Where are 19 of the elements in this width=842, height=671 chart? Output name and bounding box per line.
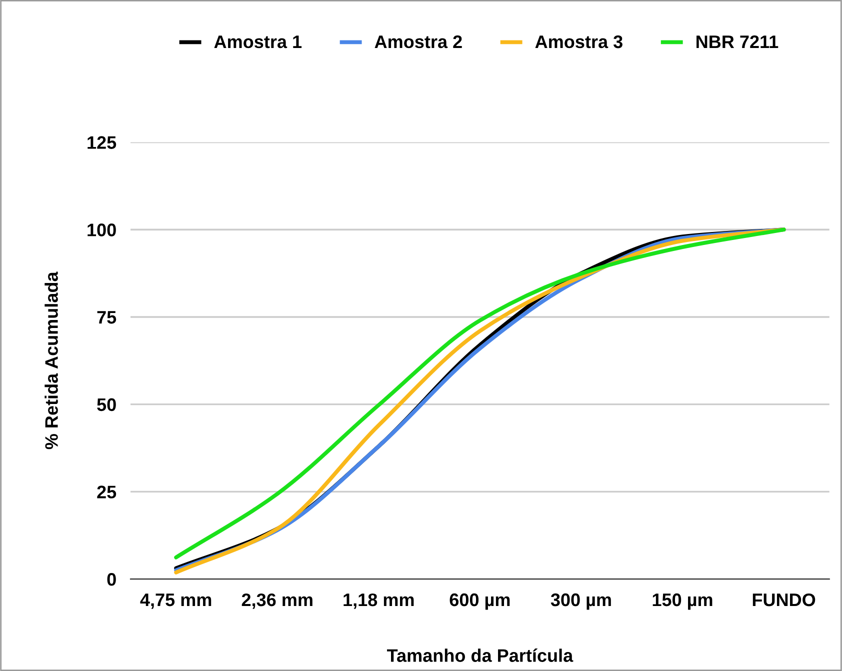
y-tick-label: 50 — [97, 398, 116, 412]
x-tick-label: 1,18 mm — [344, 593, 414, 609]
y-tick-label: 125 — [88, 136, 116, 149]
x-tick-label: 300 µm — [550, 593, 611, 610]
x-tick-label: 150 µm — [652, 593, 712, 610]
x-tick-label: 4,75 mm — [140, 594, 212, 609]
x-tick-label: FUNDO — [752, 593, 816, 606]
y-tick-label: 25 — [97, 486, 116, 498]
y-tick-label: 75 — [97, 311, 116, 324]
x-tick-label: 600 µm — [450, 593, 510, 610]
y-tick-label: 0 — [107, 573, 116, 586]
x-axis-title: Tamanho da Partícula — [387, 648, 574, 662]
legend-label: Amostra 1 — [214, 36, 302, 48]
x-tick-label: 2,36 mm — [242, 593, 312, 609]
legend-label: Amostra 3 — [535, 35, 622, 48]
legend-label: Amostra 2 — [374, 35, 462, 48]
legend-label: NBR 7211 — [696, 35, 778, 48]
y-tick-label: 100 — [88, 224, 116, 236]
y-axis-title: % Retida Acumulada — [44, 272, 58, 450]
